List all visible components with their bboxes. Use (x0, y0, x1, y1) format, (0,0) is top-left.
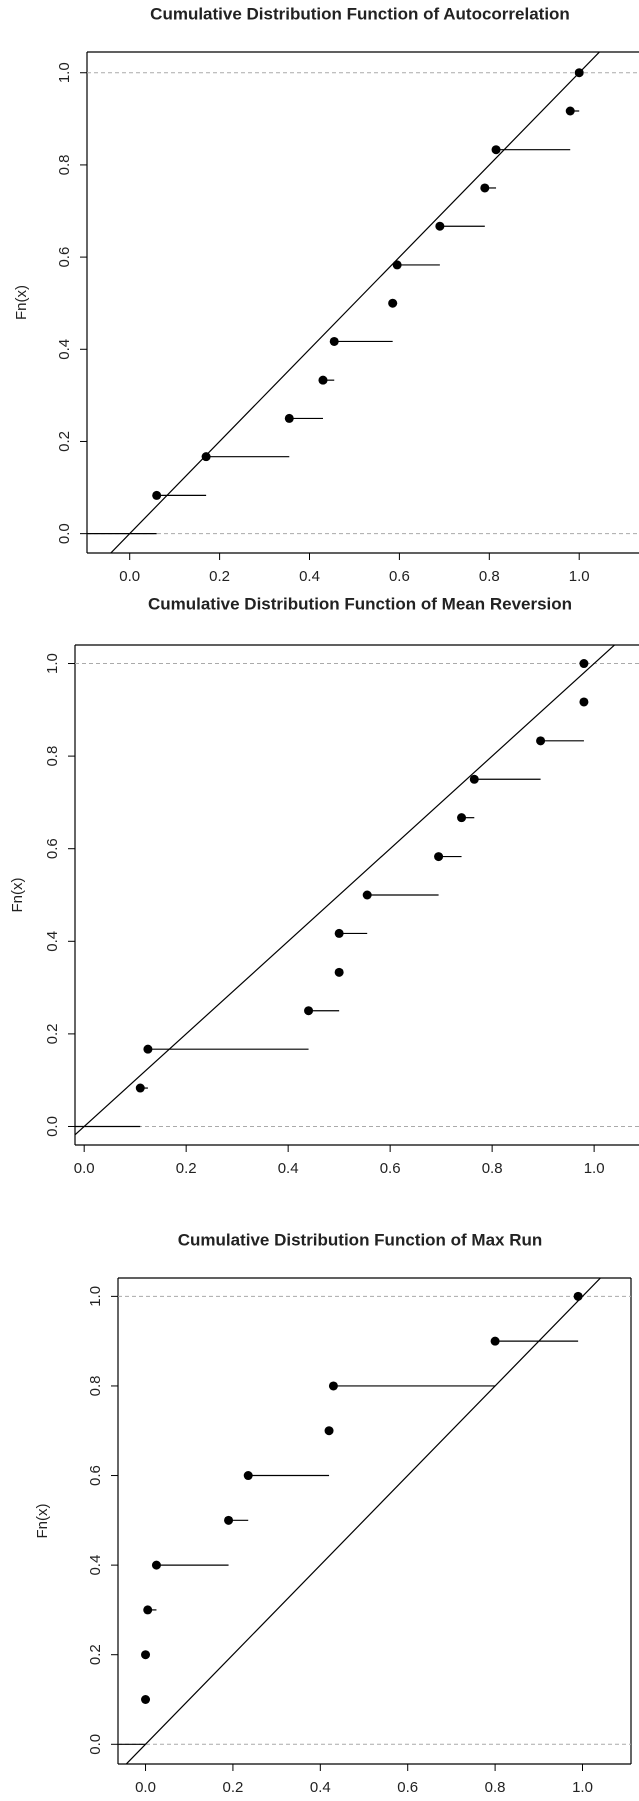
point (152, 490, 162, 500)
diagonal (125, 1278, 602, 1764)
x-tick-label: 0.6 (380, 1160, 401, 1177)
point (334, 928, 344, 938)
diagonal (75, 645, 616, 1136)
point (201, 452, 211, 462)
y-tick-label: 0.4 (56, 339, 73, 360)
point (573, 1291, 583, 1301)
diagonal (109, 52, 601, 553)
x-tick-label: 0.8 (482, 1160, 503, 1177)
point (435, 221, 445, 231)
y-axis-label: Fn(x) (34, 1504, 51, 1539)
point (284, 413, 294, 423)
x-tick-label: 0.8 (479, 568, 500, 585)
y-tick-label: 0.2 (56, 431, 73, 452)
ecdf-chart: Cumulative Distribution Function of Mean… (9, 594, 639, 1177)
x-tick-label: 1.0 (572, 1779, 593, 1796)
x-tick-label: 0.6 (389, 568, 410, 585)
y-tick-label: 0.4 (87, 1555, 104, 1576)
point (334, 967, 344, 977)
point (579, 659, 589, 669)
y-tick-label: 0.0 (56, 523, 73, 544)
point (434, 852, 444, 862)
x-tick-label: 0.4 (278, 1160, 299, 1177)
x-tick-label: 0.2 (176, 1160, 197, 1177)
point (490, 1336, 500, 1346)
ecdf-chart: Cumulative Distribution Function of Max … (34, 1230, 632, 1796)
x-tick-label: 1.0 (569, 568, 590, 585)
point (392, 260, 402, 270)
y-tick-label: 0.0 (44, 1116, 61, 1137)
point (480, 183, 490, 193)
point (324, 1426, 334, 1436)
x-tick-label: 0.8 (485, 1779, 506, 1796)
point (224, 1515, 234, 1525)
y-tick-label: 0.8 (56, 154, 73, 175)
x-tick-label: 0.2 (222, 1779, 243, 1796)
plot-area (75, 645, 639, 1136)
y-axis-label: Fn(x) (13, 285, 30, 320)
point (328, 1381, 338, 1391)
x-tick-label: 0.0 (119, 568, 140, 585)
y-tick-label: 0.6 (44, 838, 61, 859)
x-tick-label: 0.0 (74, 1160, 95, 1177)
chart-title: Cumulative Distribution Function of Mean… (148, 594, 572, 613)
point (565, 106, 575, 116)
x-tick-label: 0.2 (209, 568, 230, 585)
point (469, 774, 479, 784)
y-tick-label: 1.0 (87, 1286, 104, 1307)
point (491, 145, 501, 155)
y-tick-label: 1.0 (56, 62, 73, 83)
point (141, 1650, 151, 1660)
ecdf-chart: Cumulative Distribution Function of Auto… (13, 4, 639, 585)
x-tick-label: 0.4 (310, 1779, 331, 1796)
point (141, 1694, 151, 1704)
point (135, 1083, 145, 1093)
point (362, 890, 372, 900)
point (304, 1006, 314, 1016)
chart-title: Cumulative Distribution Function of Max … (178, 1230, 543, 1249)
x-tick-label: 0.6 (397, 1779, 418, 1796)
point (574, 68, 584, 78)
point (143, 1605, 153, 1615)
point (329, 336, 339, 346)
chart-title: Cumulative Distribution Function of Auto… (150, 4, 570, 23)
y-tick-label: 0.0 (87, 1734, 104, 1755)
point (457, 813, 467, 823)
y-tick-label: 1.0 (44, 653, 61, 674)
y-tick-label: 0.2 (87, 1644, 104, 1665)
y-tick-label: 0.8 (44, 746, 61, 767)
point (318, 375, 328, 385)
y-tick-label: 0.4 (44, 931, 61, 952)
y-tick-label: 0.6 (87, 1465, 104, 1486)
point (151, 1560, 161, 1570)
y-tick-label: 0.2 (44, 1023, 61, 1044)
point (388, 298, 398, 308)
y-tick-label: 0.8 (87, 1376, 104, 1397)
x-tick-label: 1.0 (584, 1160, 605, 1177)
plot-area (118, 1278, 631, 1764)
y-axis-label: Fn(x) (9, 878, 26, 913)
point (243, 1471, 253, 1481)
point (536, 736, 546, 746)
plot-area (87, 52, 639, 553)
x-tick-label: 0.0 (135, 1779, 156, 1796)
x-tick-label: 0.4 (299, 568, 320, 585)
y-tick-label: 0.6 (56, 247, 73, 268)
point (579, 697, 589, 707)
point (143, 1044, 153, 1054)
